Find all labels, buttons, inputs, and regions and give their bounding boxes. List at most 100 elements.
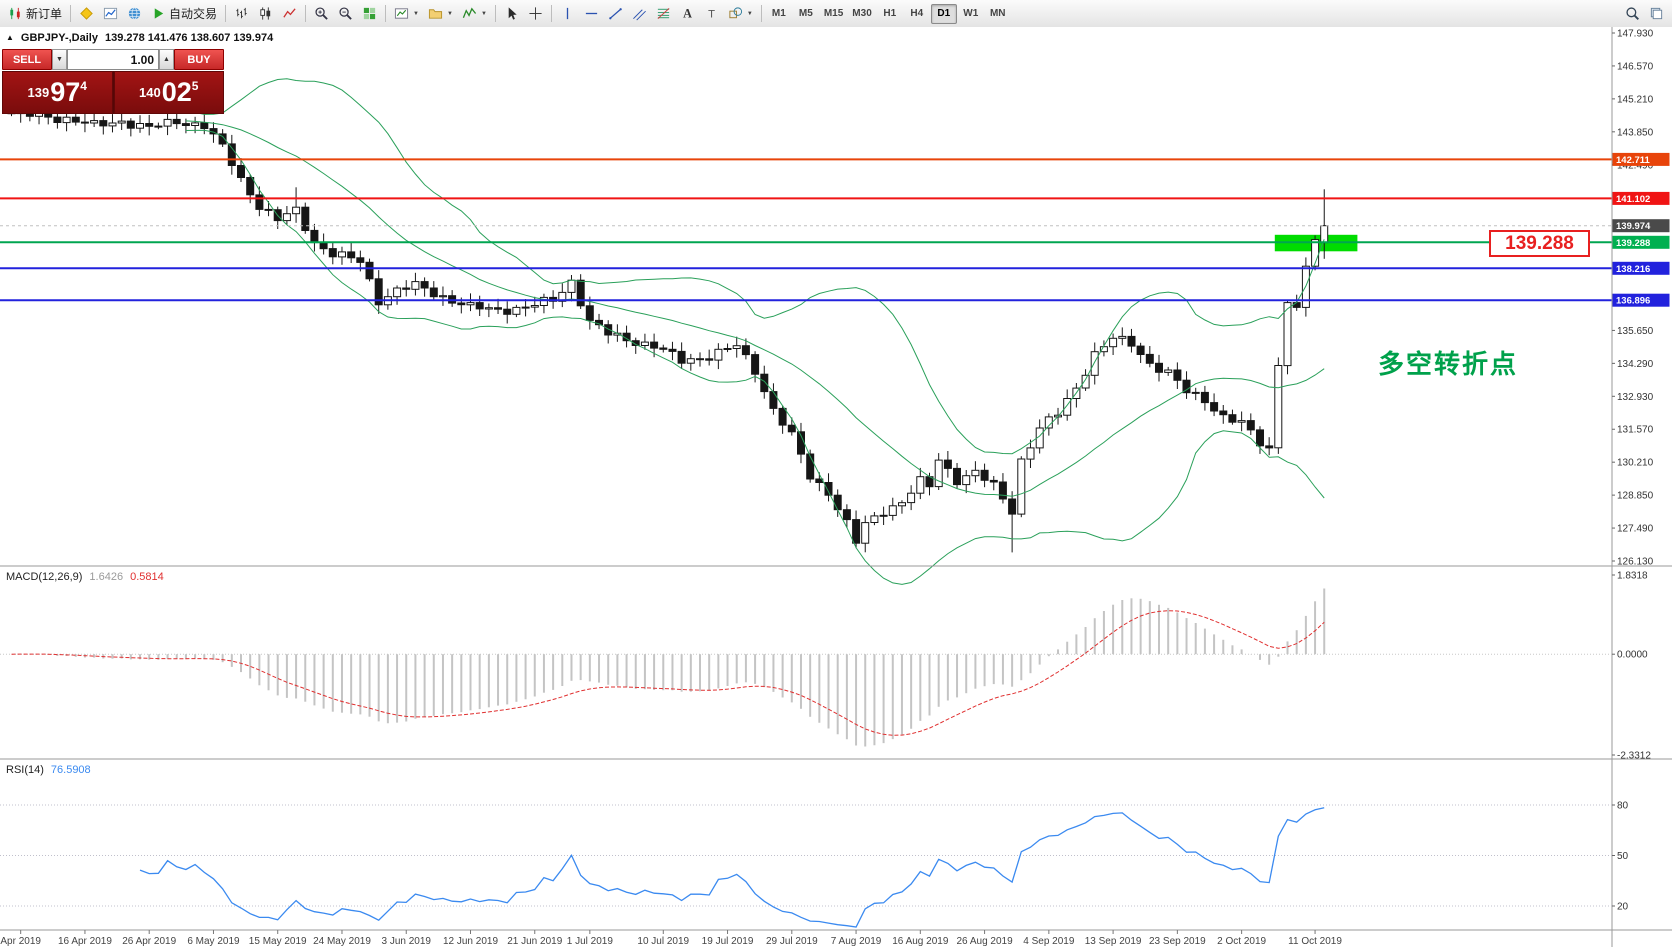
buy-price-display[interactable]: 140 02 5 <box>113 71 224 114</box>
one-click-trading-panel: SELL ▼ ▲ BUY 139 97 4 140 02 5 <box>2 49 224 114</box>
svg-text:10 Jul 2019: 10 Jul 2019 <box>637 936 689 947</box>
line-chart-button[interactable] <box>278 3 301 25</box>
candle-chart-button[interactable] <box>254 3 277 25</box>
volume-input[interactable] <box>67 49 159 70</box>
svg-text:131.570: 131.570 <box>1617 425 1654 436</box>
bars-icon <box>236 7 247 19</box>
search-button[interactable] <box>1621 3 1644 25</box>
new-chart-button[interactable]: ▼ <box>390 3 423 25</box>
svg-text:147.930: 147.930 <box>1617 29 1654 40</box>
auto-trading-button-label: 自动交易 <box>169 7 218 21</box>
tile-icon <box>363 7 376 20</box>
sell-button[interactable]: SELL <box>2 49 52 70</box>
hline-icon <box>585 12 598 15</box>
svg-text:16 Apr 2019: 16 Apr 2019 <box>58 936 112 947</box>
timeframe-m15-button[interactable]: M15 <box>820 4 847 24</box>
svg-text:146.570: 146.570 <box>1617 61 1654 72</box>
crosshair-button[interactable] <box>524 3 547 25</box>
macd-indicator-header: MACD(12,26,9) 1.6426 0.5814 <box>6 571 164 583</box>
svg-text:141.102: 141.102 <box>1616 194 1650 205</box>
timeframe-d1-button[interactable]: D1 <box>930 3 957 24</box>
macd-scale-label: 0.0000 <box>1617 650 1648 661</box>
vline-icon <box>566 7 569 20</box>
horizontal-line-button[interactable] <box>580 3 603 25</box>
layers-button[interactable] <box>1645 3 1668 25</box>
svg-text:29 Jul 2019: 29 Jul 2019 <box>766 936 818 947</box>
trendline-button[interactable] <box>604 3 627 25</box>
fibonacci-button[interactable] <box>652 3 675 25</box>
trade-panel-controls: SELL ▼ ▲ BUY <box>2 49 224 70</box>
svg-text:16 Aug 2019: 16 Aug 2019 <box>892 936 949 947</box>
new-order-button[interactable]: 新订单 <box>4 3 66 25</box>
buy-price-sup: 5 <box>191 79 199 93</box>
tile-windows-button[interactable] <box>358 3 381 25</box>
shapes-button[interactable]: ▼ <box>724 3 757 25</box>
main-toolbar: 新订单 自动交易 ▼ ▼ ▼ A T ▼ M1 M5 M15 M30 H1 H4 D1 W1 MN <box>0 0 1672 28</box>
toolbar-separator <box>550 5 552 22</box>
svg-text:142.711: 142.711 <box>1616 155 1651 166</box>
buy-price-big: 02 <box>161 77 192 107</box>
volume-up-button[interactable]: ▲ <box>159 49 174 70</box>
macd-signal-value: 0.5814 <box>130 571 164 583</box>
svg-text:132.930: 132.930 <box>1617 392 1654 403</box>
svg-text:139.974: 139.974 <box>1616 221 1651 232</box>
profiles-button[interactable]: ▼ <box>424 3 457 25</box>
chart-symbol-header: ▲ GBPJPY-,Daily 139.278 141.476 138.607 … <box>6 32 273 44</box>
indicators-button[interactable]: ▼ <box>458 3 491 25</box>
timeframe-mn-button[interactable]: MN <box>985 4 1011 24</box>
svg-text:T: T <box>708 8 715 20</box>
community-button[interactable] <box>123 3 146 25</box>
price-alert-label[interactable]: 139.288 <box>1489 230 1590 257</box>
svg-text:127.490: 127.490 <box>1617 524 1654 535</box>
layers-icon <box>1650 7 1663 20</box>
folder-icon <box>428 9 443 19</box>
zoom-in-icon <box>315 7 328 20</box>
dropdown-arrow-icon: ▼ <box>480 10 487 17</box>
sell-price-big: 97 <box>50 77 81 107</box>
vertical-line-button[interactable] <box>556 3 579 25</box>
timeframe-m30-button[interactable]: M30 <box>848 4 875 24</box>
sell-price-prefix: 139 <box>27 85 50 100</box>
time-scale: Apr 2019 16 Apr 2019 26 Apr 2019 6 May 2019… <box>0 930 1342 947</box>
svg-text:138.216: 138.216 <box>1616 264 1650 275</box>
label-button[interactable]: T <box>700 3 723 25</box>
timeframe-m1-button[interactable]: M1 <box>766 4 792 24</box>
profile-button[interactable] <box>99 3 122 25</box>
buy-button[interactable]: BUY <box>174 49 224 70</box>
timeframe-h1-button[interactable]: H1 <box>877 4 903 24</box>
svg-text:19 Jul 2019: 19 Jul 2019 <box>702 936 754 947</box>
indicator-icon <box>462 7 477 18</box>
sell-price-display[interactable]: 139 97 4 <box>2 71 113 114</box>
text-button[interactable]: A <box>676 3 699 25</box>
chart-annotation-text[interactable]: 多空转折点 <box>1378 349 1519 379</box>
svg-text:23 Sep 2019: 23 Sep 2019 <box>1149 936 1206 947</box>
macd-signal-line <box>11 610 1325 736</box>
svg-text:15 May 2019: 15 May 2019 <box>249 936 307 947</box>
play-icon <box>154 8 164 19</box>
price-tags: 142.711 141.102 139.974 139.288 138.216 136.8… <box>1612 152 1670 307</box>
cursor-icon <box>508 7 517 20</box>
cursor-button[interactable] <box>500 3 523 25</box>
auto-trading-button[interactable]: 自动交易 <box>147 3 221 25</box>
toolbar-separator <box>305 5 307 22</box>
volume-down-button[interactable]: ▼ <box>52 49 67 70</box>
bar-chart-button[interactable] <box>230 3 253 25</box>
timeframe-h4-button[interactable]: H4 <box>904 4 930 24</box>
svg-text:12 Jun 2019: 12 Jun 2019 <box>443 936 498 947</box>
channel-button[interactable] <box>628 3 651 25</box>
candles-icon <box>260 7 271 20</box>
zoom-in-button[interactable] <box>310 3 333 25</box>
chart-canvas[interactable]: 147.930146.570145.210143.850142.490135.6… <box>0 27 1672 947</box>
mql5-market-button[interactable] <box>75 3 98 25</box>
svg-text:134.290: 134.290 <box>1617 359 1654 370</box>
zoom-out-button[interactable] <box>334 3 357 25</box>
rsi-scale-label: 20 <box>1617 902 1629 913</box>
label-icon: T <box>708 8 715 20</box>
timeframe-w1-button[interactable]: W1 <box>958 4 984 24</box>
diamond-icon <box>80 7 93 20</box>
svg-text:7 Aug 2019: 7 Aug 2019 <box>831 936 882 947</box>
bollinger-bands <box>185 78 1325 585</box>
timeframe-m5-button[interactable]: M5 <box>793 4 819 24</box>
svg-text:6 May 2019: 6 May 2019 <box>187 936 240 947</box>
